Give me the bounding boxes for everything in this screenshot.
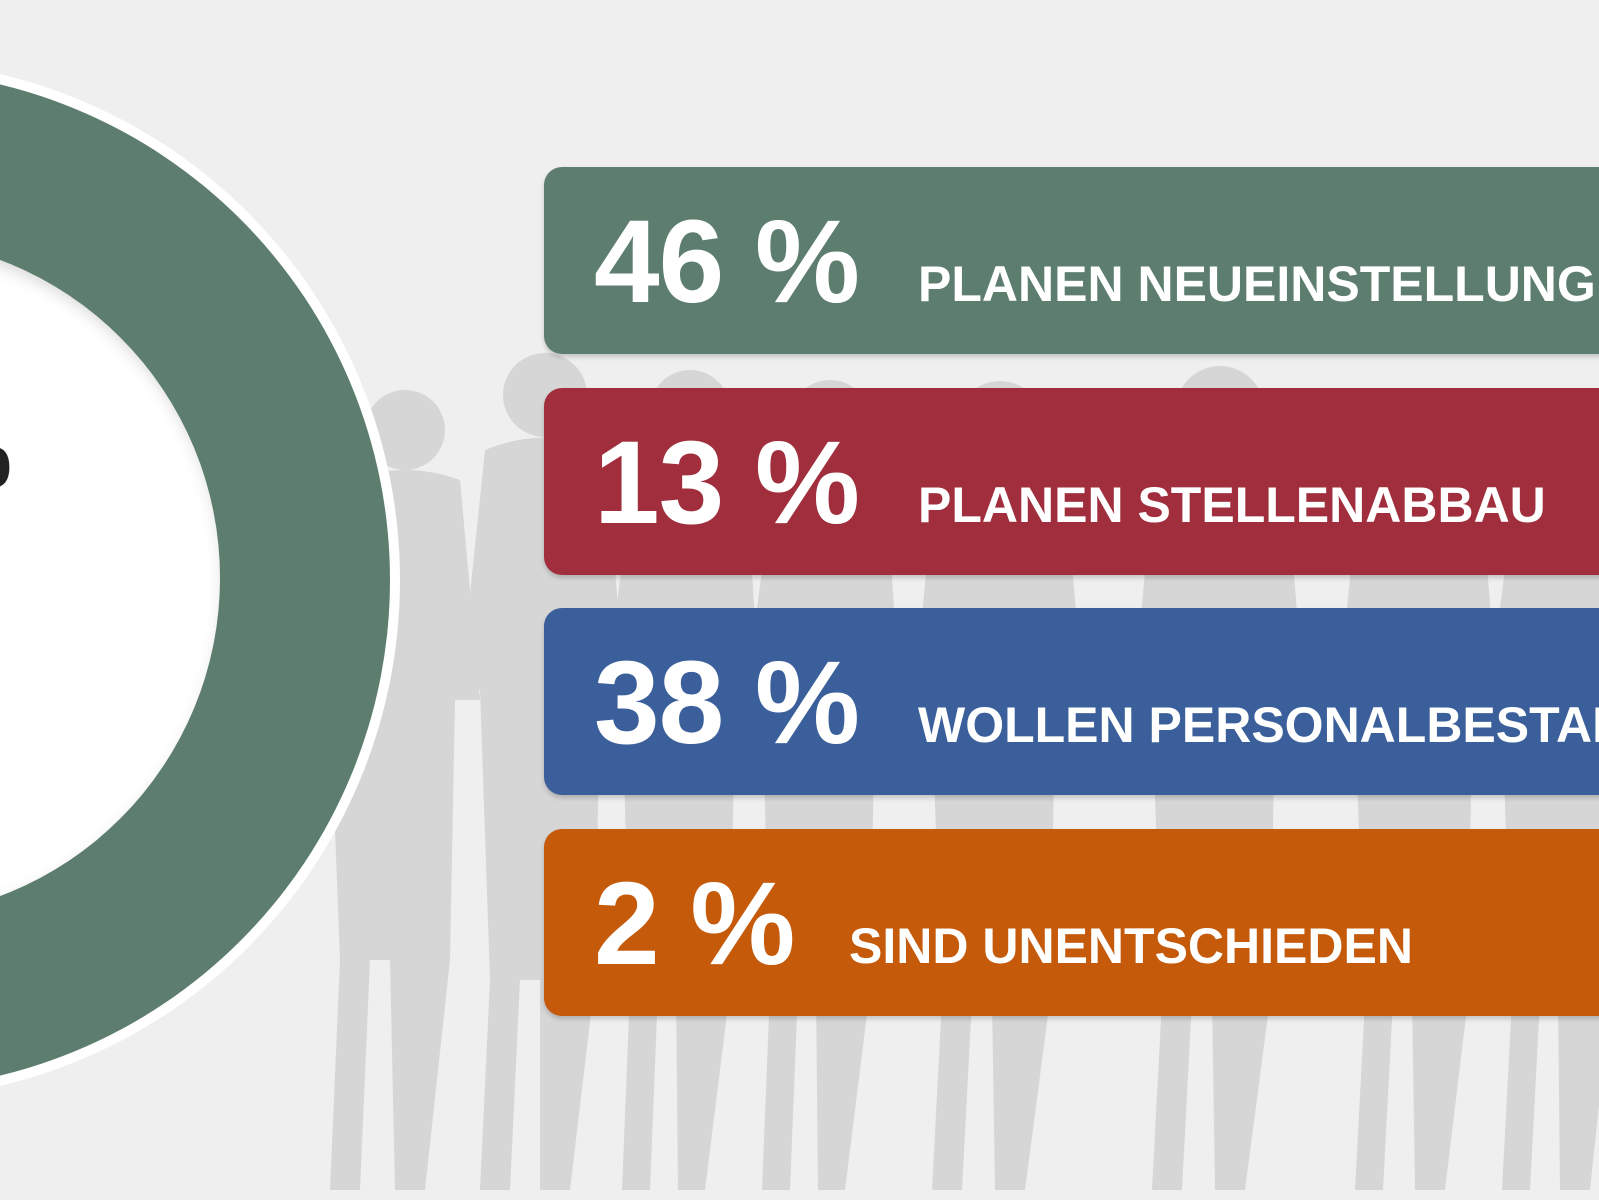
bar-percent-personalbestand: 38 %	[594, 637, 860, 769]
bar-stellenabbau: 13 % PLANEN STELLENABBAU	[544, 388, 1599, 575]
bar-percent-stellenabbau: 13 %	[594, 417, 860, 549]
bar-percent-neueinstellungen: 46 %	[594, 196, 860, 328]
bar-unentschieden: 2 % SIND UNENTSCHIEDEN	[544, 829, 1599, 1016]
bar-neueinstellungen: 46 % PLANEN NEUEINSTELLUNGEN	[544, 167, 1599, 354]
bar-percent-unentschieden: 2 %	[594, 858, 795, 990]
bar-label-personalbestand: WOLLEN PERSONALBESTAND	[918, 697, 1599, 753]
donut-center-percent: %	[0, 410, 12, 502]
donut-center	[0, 259, 220, 897]
bar-label-stellenabbau: PLANEN STELLENABBAU	[918, 477, 1546, 533]
bar-label-unentschieden: SIND UNENTSCHIEDEN	[849, 918, 1413, 974]
bar-label-neueinstellungen: PLANEN NEUEINSTELLUNGEN	[918, 256, 1599, 312]
bar-personalbestand: 38 % WOLLEN PERSONALBESTAND	[544, 608, 1599, 795]
